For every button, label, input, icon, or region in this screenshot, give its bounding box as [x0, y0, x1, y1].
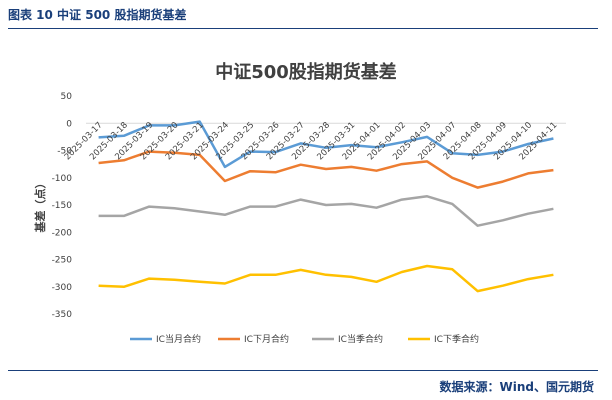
source-note: 数据来源：Wind、国元期货: [439, 380, 594, 394]
y-axis-label: 基差（点）: [33, 178, 47, 234]
y-tick-label: -250: [52, 256, 73, 266]
series-line-3: [98, 195, 554, 227]
y-tick-label: -150: [52, 201, 73, 211]
legend-label: IC当月合约: [156, 333, 201, 345]
legend-label: IC下月合约: [244, 333, 289, 345]
y-tick-label: -100: [52, 174, 73, 184]
legend-label: IC当季合约: [338, 333, 383, 345]
bottom-divider: [8, 370, 598, 371]
y-axis: 50 0 -50 -100 -150 -200 -250 -300 -350: [52, 92, 73, 320]
legend: IC当月合约 IC下月合约 IC当季合约 IC下季合约: [130, 333, 479, 345]
legend-label: IC下季合约: [434, 333, 479, 345]
series-line-4: [98, 264, 554, 293]
series-lines: [98, 120, 554, 293]
series-line-2: [98, 150, 554, 189]
figure-title: 图表 10 中证 500 股指期货基差: [8, 8, 187, 22]
chart-title: 中证500股指期货基差: [215, 61, 397, 83]
y-tick-label: -300: [52, 283, 73, 293]
y-tick-label: 50: [61, 92, 73, 102]
y-axis-label-group: 基差（点）: [33, 178, 47, 234]
series-line-1: [98, 120, 554, 169]
y-tick-label: 0: [66, 119, 72, 129]
y-tick-label: -350: [52, 310, 73, 320]
y-tick-label: -50: [57, 147, 72, 157]
y-tick-label: -200: [52, 228, 73, 238]
top-divider: [8, 28, 598, 29]
